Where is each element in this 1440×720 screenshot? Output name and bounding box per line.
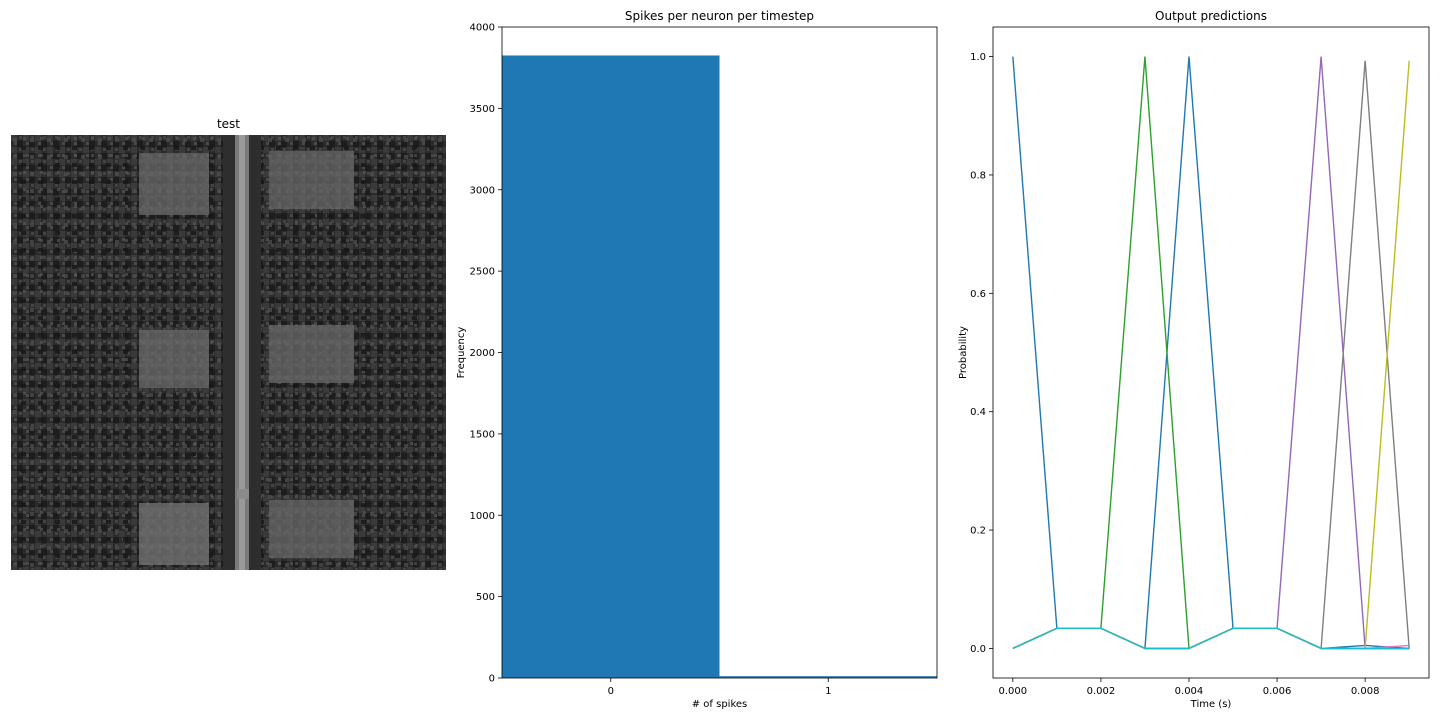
line-chart-title: Output predictions <box>1155 9 1267 23</box>
track-picture <box>11 135 446 570</box>
bar-xlabel: # of spikes <box>692 699 748 710</box>
bar-ylabel: Frequency <box>456 327 467 379</box>
railway-track-image <box>11 135 446 570</box>
bar-xtick-label: 1 <box>825 686 831 697</box>
line-xtick-label: 0.006 <box>1263 686 1292 697</box>
bar-ytick-label: 2500 <box>470 267 495 278</box>
line-ytick-label: 0.0 <box>970 644 986 655</box>
series-line-9 <box>1012 627 1410 650</box>
line-ytick-label: 0.2 <box>970 526 986 537</box>
bar-1 <box>719 676 937 678</box>
bar-ytick-label: 4000 <box>470 23 495 34</box>
bar-0 <box>502 55 720 678</box>
series-line-0 <box>1012 56 1410 650</box>
series-line-7 <box>1012 60 1410 650</box>
line-axes-frame <box>992 26 1430 679</box>
bar-chart-title: Spikes per neuron per timestep <box>624 9 815 23</box>
bar-ytick-label: 3500 <box>470 104 495 115</box>
bar-ytick-label: 2000 <box>470 348 495 359</box>
line-xlabel: Time (s) <box>1190 699 1232 710</box>
bar-xtick-label: 0 <box>608 686 614 697</box>
line-ylabel: Probability <box>958 326 969 379</box>
line-xtick-label: 0.002 <box>1087 686 1116 697</box>
line-ytick-label: 0.4 <box>970 407 986 418</box>
line-ytick-label: 0.6 <box>970 289 986 300</box>
bar-ytick-label: 1000 <box>470 511 495 522</box>
bar-ytick-label: 0 <box>489 674 495 685</box>
bar-ytick-label: 1500 <box>470 429 495 440</box>
line-xtick-label: 0.000 <box>998 686 1027 697</box>
line-xtick-label: 0.008 <box>1351 686 1380 697</box>
line-xtick-label: 0.004 <box>1175 686 1204 697</box>
line-ytick-label: 0.8 <box>970 170 986 181</box>
series-line-2 <box>1012 56 1410 650</box>
line-ytick-label: 1.0 <box>970 52 986 63</box>
bar-ytick-label: 3000 <box>470 185 495 196</box>
bar-ytick-label: 500 <box>476 592 495 603</box>
series-line-4 <box>1012 56 1410 650</box>
series-line-8 <box>1012 60 1410 650</box>
image-title: test <box>216 117 241 131</box>
